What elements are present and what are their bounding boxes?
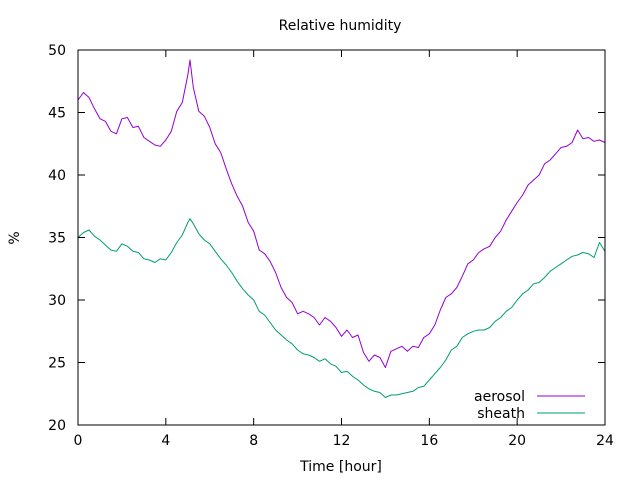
x-tick-label: 20 <box>508 433 526 449</box>
x-tick-label: 16 <box>420 433 438 449</box>
x-axis-label: Time [hour] <box>299 459 382 475</box>
series-line-sheath <box>77 218 606 398</box>
y-tick-label: 45 <box>48 106 66 122</box>
plot-frame <box>77 49 606 426</box>
x-tick-label: 24 <box>596 433 614 449</box>
y-tick-label: 20 <box>48 418 66 434</box>
legend-label-sheath: sheath <box>477 406 525 422</box>
y-tick-label: 50 <box>48 43 66 59</box>
x-tick-label: 8 <box>249 433 258 449</box>
series-line-aerosol <box>77 59 606 368</box>
legend-label-aerosol: aerosol <box>474 389 525 405</box>
x-tick-label: 0 <box>74 433 83 449</box>
y-tick-label: 25 <box>48 356 66 372</box>
x-tick-label: 12 <box>333 433 351 449</box>
y-tick-label: 30 <box>48 293 66 309</box>
series-layer <box>77 59 606 398</box>
y-tick-label: 40 <box>48 168 66 184</box>
y-axis-label: % <box>7 231 23 244</box>
y-tick-label: 35 <box>48 231 66 247</box>
y-axis: 20 25 30 35 40 45 50 <box>48 43 605 434</box>
x-axis: 0 4 8 12 16 20 24 <box>74 50 614 449</box>
chart-title: Relative humidity <box>279 18 402 34</box>
x-tick-label: 4 <box>161 433 170 449</box>
